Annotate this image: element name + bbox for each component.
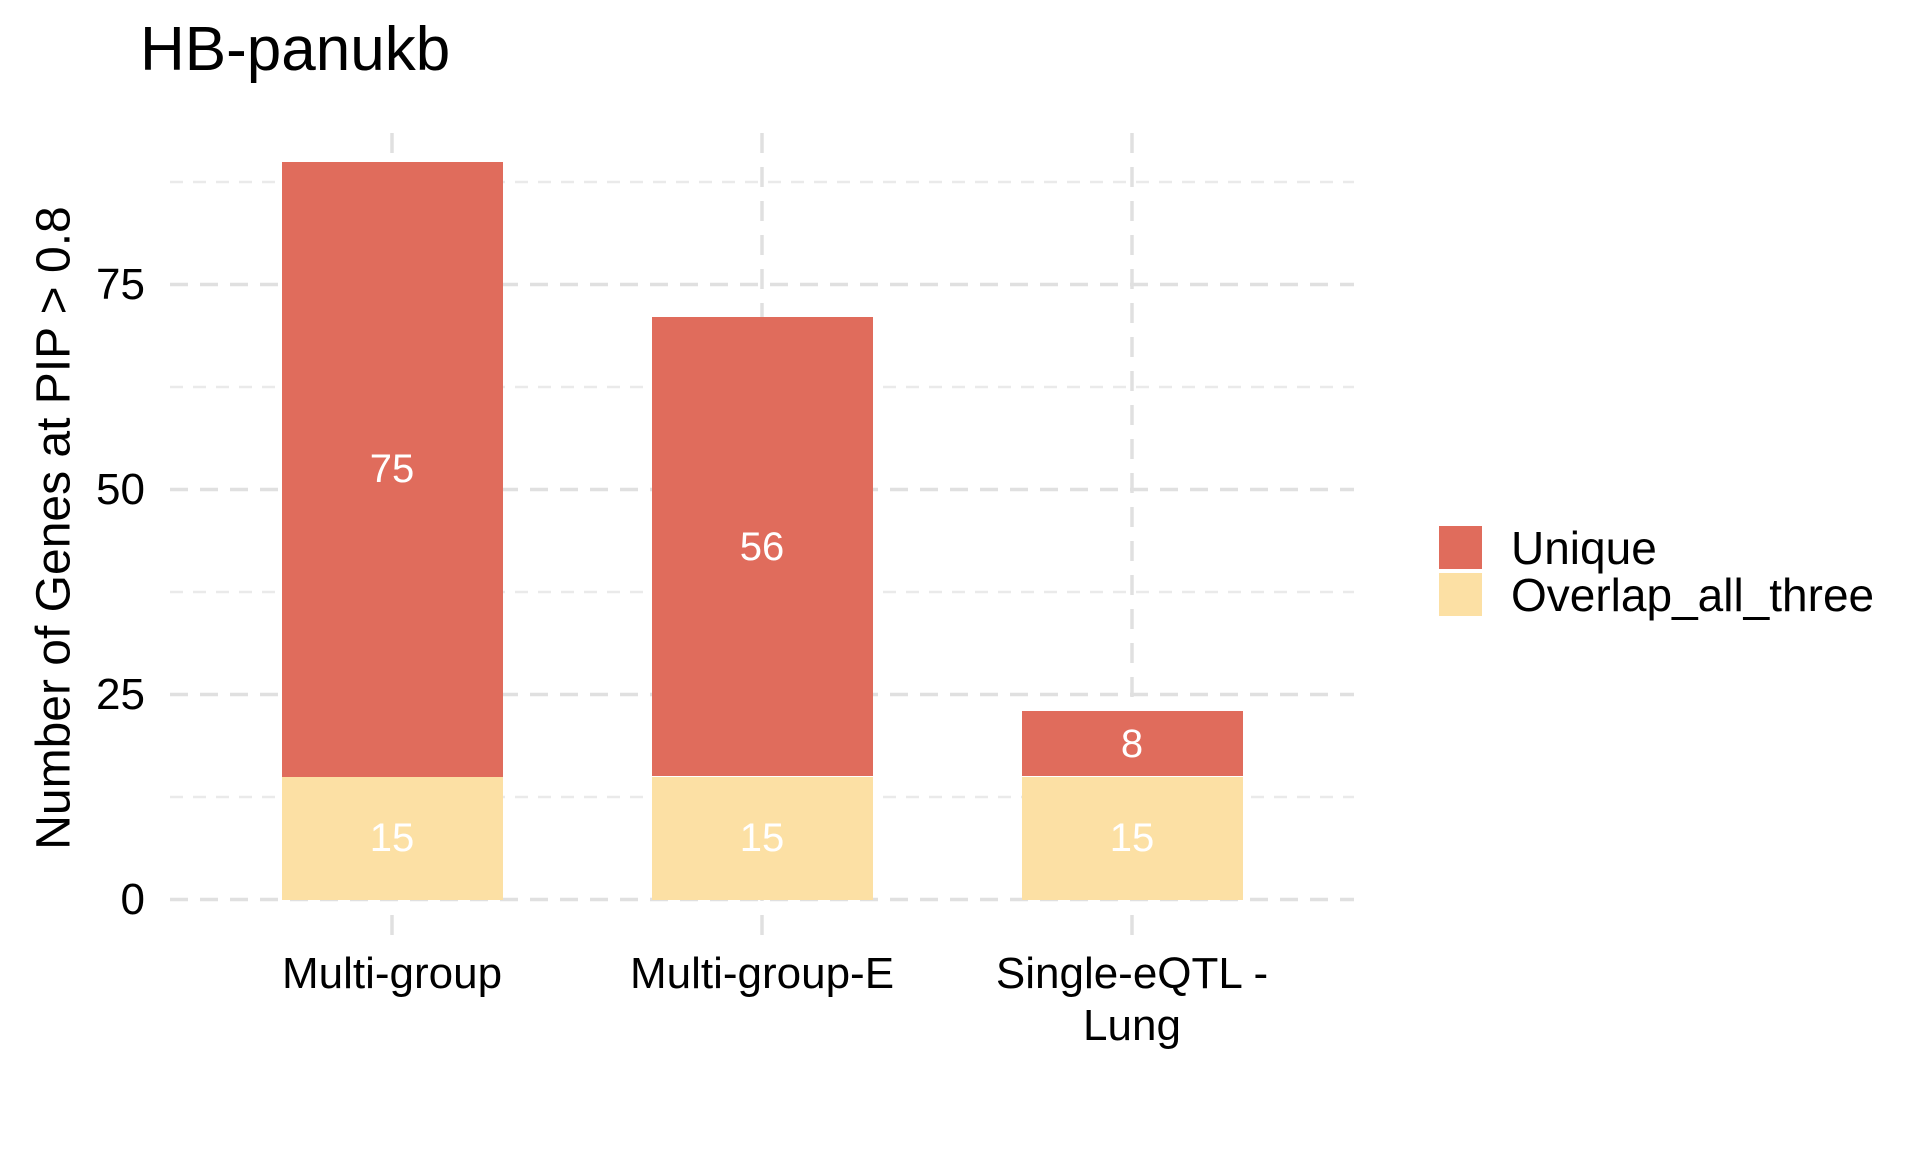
legend: Unique Overlap_all_three bbox=[1439, 522, 1874, 621]
legend-swatch bbox=[1439, 573, 1482, 616]
bar-segment-unique bbox=[281, 161, 503, 777]
legend-label: Unique bbox=[1511, 521, 1657, 574]
bar-value-label: 56 bbox=[739, 524, 785, 569]
y-tick-label: 50 bbox=[96, 464, 145, 514]
bar-segment-unique bbox=[1021, 710, 1243, 777]
y-tick-label: 25 bbox=[96, 669, 145, 719]
legend-label: Overlap_all_three bbox=[1511, 568, 1875, 621]
bar-value-label: 8 bbox=[1120, 721, 1144, 766]
x-tick-label: Multi-group bbox=[281, 949, 503, 998]
bar-segment-overlap bbox=[651, 776, 873, 900]
bar-value-label: 15 bbox=[1109, 816, 1155, 860]
bar-value-label: 15 bbox=[369, 816, 415, 860]
bar-value-label: 75 bbox=[369, 447, 415, 491]
y-tick-label: 0 bbox=[120, 874, 145, 924]
x-tick-label: Single-eQTL - Lung bbox=[995, 949, 1269, 1050]
bar-value-label: 15 bbox=[739, 816, 785, 860]
x-tick-label: Multi-group-E bbox=[629, 949, 895, 998]
legend-item: Overlap_all_three bbox=[1439, 569, 1874, 621]
plot-title: HB-panukb bbox=[140, 15, 451, 84]
y-tick-label: 75 bbox=[96, 259, 145, 309]
bar-segment-overlap bbox=[1021, 776, 1243, 900]
legend-swatch bbox=[1439, 526, 1482, 569]
legend-item: Unique bbox=[1439, 522, 1874, 574]
bar-segment-overlap bbox=[281, 776, 503, 900]
bar-segment-unique bbox=[651, 317, 873, 777]
